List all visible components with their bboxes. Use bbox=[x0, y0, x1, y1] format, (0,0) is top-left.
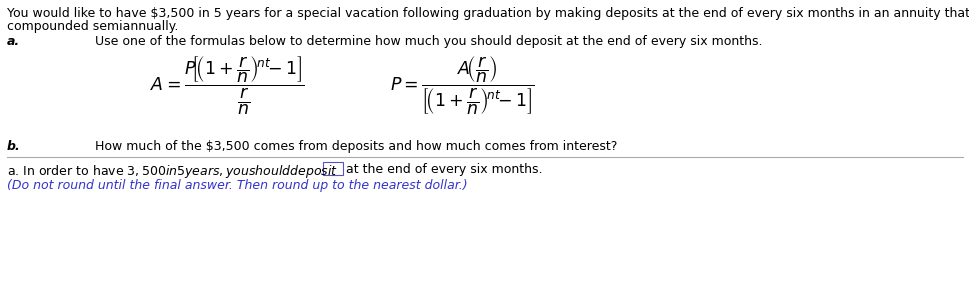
Text: a.: a. bbox=[7, 35, 20, 48]
Text: at the end of every six months.: at the end of every six months. bbox=[345, 163, 542, 176]
Text: $A=\dfrac{P\!\left[\!\left(1+\dfrac{r}{n}\right)^{\!nt}\!\!-1\right]}{\dfrac{r}{: $A=\dfrac{P\!\left[\!\left(1+\dfrac{r}{n… bbox=[150, 55, 304, 117]
Text: compounded semiannually.: compounded semiannually. bbox=[7, 20, 178, 33]
Text: b.: b. bbox=[7, 140, 20, 153]
Text: You would like to have $3,500 in 5 years for a special vacation following gradua: You would like to have $3,500 in 5 years… bbox=[7, 7, 969, 20]
Text: $P=\dfrac{A\!\left(\dfrac{r}{n}\right)}{\left[\!\left(1+\dfrac{r}{n}\right)^{\!n: $P=\dfrac{A\!\left(\dfrac{r}{n}\right)}{… bbox=[390, 55, 534, 117]
FancyBboxPatch shape bbox=[323, 162, 342, 175]
Text: a. In order to have $3,500 in 5 years, you should deposit $: a. In order to have $3,500 in 5 years, y… bbox=[7, 163, 338, 180]
Text: How much of the $3,500 comes from deposits and how much comes from interest?: How much of the $3,500 comes from deposi… bbox=[95, 140, 616, 153]
Text: (Do not round until the final answer. Then round up to the nearest dollar.): (Do not round until the final answer. Th… bbox=[7, 179, 467, 192]
Text: Use one of the formulas below to determine how much you should deposit at the en: Use one of the formulas below to determi… bbox=[95, 35, 762, 48]
